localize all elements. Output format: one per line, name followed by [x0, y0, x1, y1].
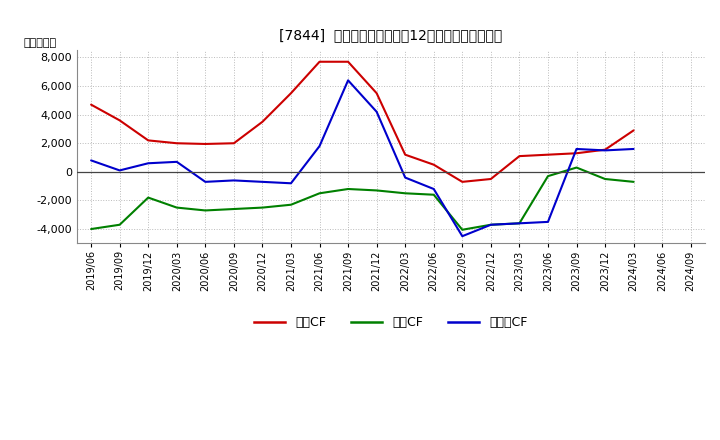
投資CF [230, 206, 238, 212]
投資CF [144, 195, 153, 200]
フリーCF [201, 179, 210, 184]
営業CF [230, 141, 238, 146]
営業CF [458, 179, 467, 184]
投資CF [343, 187, 352, 192]
フリーCF [144, 161, 153, 166]
営業CF [87, 102, 96, 107]
フリーCF [87, 158, 96, 163]
フリーCF [572, 147, 581, 152]
営業CF [600, 147, 609, 152]
投資CF [173, 205, 181, 210]
フリーCF [429, 187, 438, 192]
Line: フリーCF: フリーCF [91, 81, 634, 236]
投資CF [600, 176, 609, 182]
フリーCF [115, 168, 124, 173]
営業CF [144, 138, 153, 143]
Line: 営業CF: 営業CF [91, 62, 634, 182]
投資CF [258, 205, 266, 210]
フリーCF [287, 181, 295, 186]
投資CF [287, 202, 295, 207]
Legend: 営業CF, 投資CF, フリーCF: 営業CF, 投資CF, フリーCF [249, 312, 533, 334]
投資CF [515, 221, 523, 226]
フリーCF [515, 221, 523, 226]
フリーCF [600, 148, 609, 153]
投資CF [87, 227, 96, 232]
投資CF [372, 188, 381, 193]
営業CF [572, 150, 581, 156]
投資CF [429, 192, 438, 198]
投資CF [629, 179, 638, 184]
フリーCF [173, 159, 181, 165]
フリーCF [258, 179, 266, 184]
営業CF [201, 141, 210, 147]
投資CF [544, 173, 552, 179]
投資CF [572, 165, 581, 170]
投資CF [401, 191, 410, 196]
投資CF [115, 222, 124, 227]
営業CF [515, 154, 523, 159]
営業CF [315, 59, 324, 64]
Line: 投資CF: 投資CF [91, 168, 634, 230]
営業CF [487, 176, 495, 182]
投資CF [458, 227, 467, 232]
フリーCF [629, 147, 638, 152]
投資CF [201, 208, 210, 213]
営業CF [287, 91, 295, 96]
投資CF [315, 191, 324, 196]
フリーCF [372, 109, 381, 114]
営業CF [629, 128, 638, 133]
フリーCF [544, 219, 552, 224]
フリーCF [458, 234, 467, 239]
営業CF [401, 152, 410, 158]
営業CF [544, 152, 552, 158]
Title: [7844]  キャッシュフローの12か月移動合計の推移: [7844] キャッシュフローの12か月移動合計の推移 [279, 28, 503, 42]
フリーCF [315, 143, 324, 149]
フリーCF [230, 178, 238, 183]
営業CF [372, 91, 381, 96]
営業CF [173, 141, 181, 146]
営業CF [258, 119, 266, 125]
Text: （百万円）: （百万円） [24, 38, 57, 48]
フリーCF [343, 78, 352, 83]
営業CF [343, 59, 352, 64]
フリーCF [401, 175, 410, 180]
営業CF [115, 118, 124, 123]
投資CF [487, 222, 495, 227]
営業CF [429, 162, 438, 167]
フリーCF [487, 222, 495, 227]
